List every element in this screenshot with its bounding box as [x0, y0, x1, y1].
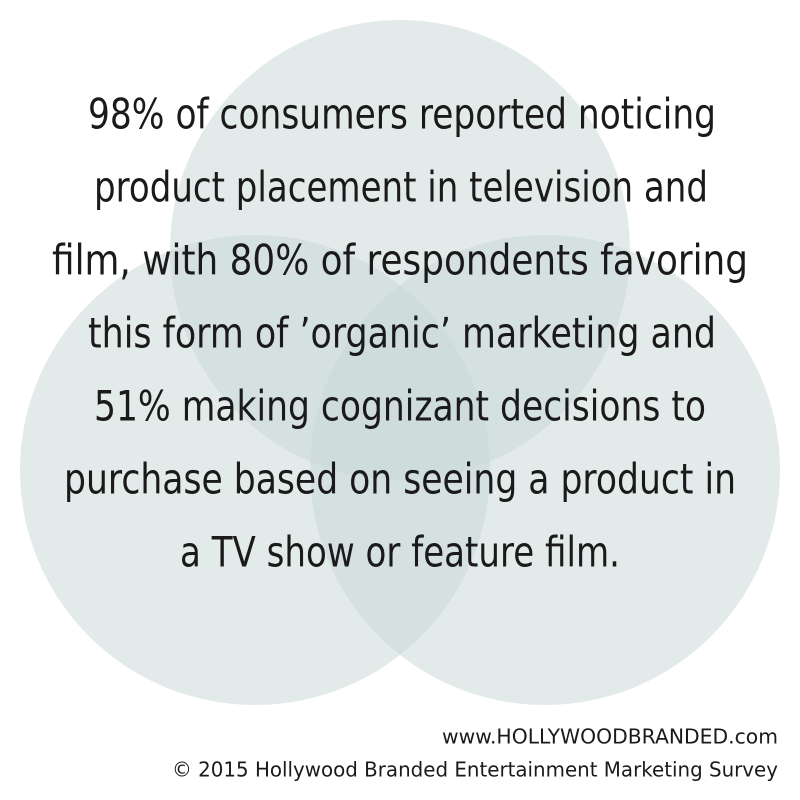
- body-line: this form of ’organic’ marketing and: [88, 309, 716, 358]
- body-line: purchase based on seeing a product in: [64, 455, 736, 504]
- body-line: film, with 80% of respondents favoring: [52, 236, 748, 285]
- body-line: 98% of consumers reported noticing: [88, 90, 716, 139]
- body-line: a TV show or feature film.: [180, 528, 620, 577]
- body-line: product placement in television and: [94, 163, 708, 212]
- website: www.HOLLYWOODBRANDED.com: [442, 725, 778, 749]
- body-line: 51% making cognizant decisions to: [94, 382, 706, 431]
- copyright: © 2015 Hollywood Branded Entertainment M…: [172, 758, 778, 782]
- circle-right: [310, 235, 780, 705]
